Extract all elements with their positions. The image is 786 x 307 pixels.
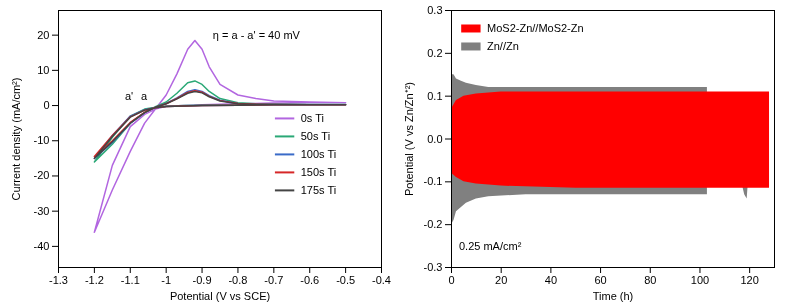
svg-text:-0.6: -0.6 [300, 274, 319, 286]
svg-text:-40: -40 [34, 240, 50, 252]
svg-text:-30: -30 [34, 205, 50, 217]
svg-text:20: 20 [37, 29, 49, 41]
svg-text:Time (h): Time (h) [593, 290, 634, 302]
svg-text:100: 100 [691, 274, 709, 286]
svg-text:-0.7: -0.7 [264, 274, 283, 286]
svg-text:-10: -10 [34, 134, 50, 146]
svg-text:η = a - a' = 40 mV: η = a - a' = 40 mV [213, 29, 301, 41]
svg-text:80: 80 [644, 274, 656, 286]
svg-text:-0.4: -0.4 [372, 274, 391, 286]
svg-text:0.2: 0.2 [427, 47, 442, 59]
svg-text:0.25 mA/cm²: 0.25 mA/cm² [459, 240, 522, 252]
svg-text:-1.1: -1.1 [121, 274, 140, 286]
svg-text:0.3: 0.3 [427, 4, 442, 16]
svg-text:Potential (V vs SCE): Potential (V vs SCE) [170, 290, 270, 302]
svg-text:a: a [141, 90, 148, 102]
svg-text:50s Ti: 50s Ti [301, 130, 330, 142]
svg-text:150s Ti: 150s Ti [301, 166, 336, 178]
svg-text:0: 0 [43, 99, 49, 111]
svg-text:-20: -20 [34, 169, 50, 181]
svg-text:0: 0 [448, 274, 454, 286]
svg-text:a': a' [125, 90, 133, 102]
svg-text:60: 60 [594, 274, 606, 286]
svg-text:10: 10 [37, 64, 49, 76]
svg-text:-0.9: -0.9 [193, 274, 212, 286]
svg-text:-1.3: -1.3 [49, 274, 68, 286]
svg-text:0.1: 0.1 [427, 90, 442, 102]
svg-text:-0.5: -0.5 [336, 274, 355, 286]
svg-text:-0.2: -0.2 [424, 218, 443, 230]
svg-text:-1.2: -1.2 [85, 274, 104, 286]
svg-text:40: 40 [545, 274, 557, 286]
svg-text:Current density (mA/cm²): Current density (mA/cm²) [10, 78, 22, 201]
svg-text:0.0: 0.0 [427, 133, 442, 145]
svg-text:175s Ti: 175s Ti [301, 184, 336, 196]
svg-text:Zn//Zn: Zn//Zn [487, 40, 519, 52]
svg-text:-0.8: -0.8 [228, 274, 247, 286]
svg-text:20: 20 [495, 274, 507, 286]
svg-text:Potential (V vs Zn/Zn⁺²): Potential (V vs Zn/Zn⁺²) [403, 82, 415, 196]
svg-text:MoS2-Zn//MoS2-Zn: MoS2-Zn//MoS2-Zn [487, 22, 584, 34]
svg-text:-1: -1 [161, 274, 171, 286]
svg-text:100s Ti: 100s Ti [301, 148, 336, 160]
svg-text:-0.1: -0.1 [424, 175, 443, 187]
svg-text:-0.3: -0.3 [424, 261, 443, 273]
svg-text:120: 120 [740, 274, 758, 286]
svg-text:0s Ti: 0s Ti [301, 112, 324, 124]
